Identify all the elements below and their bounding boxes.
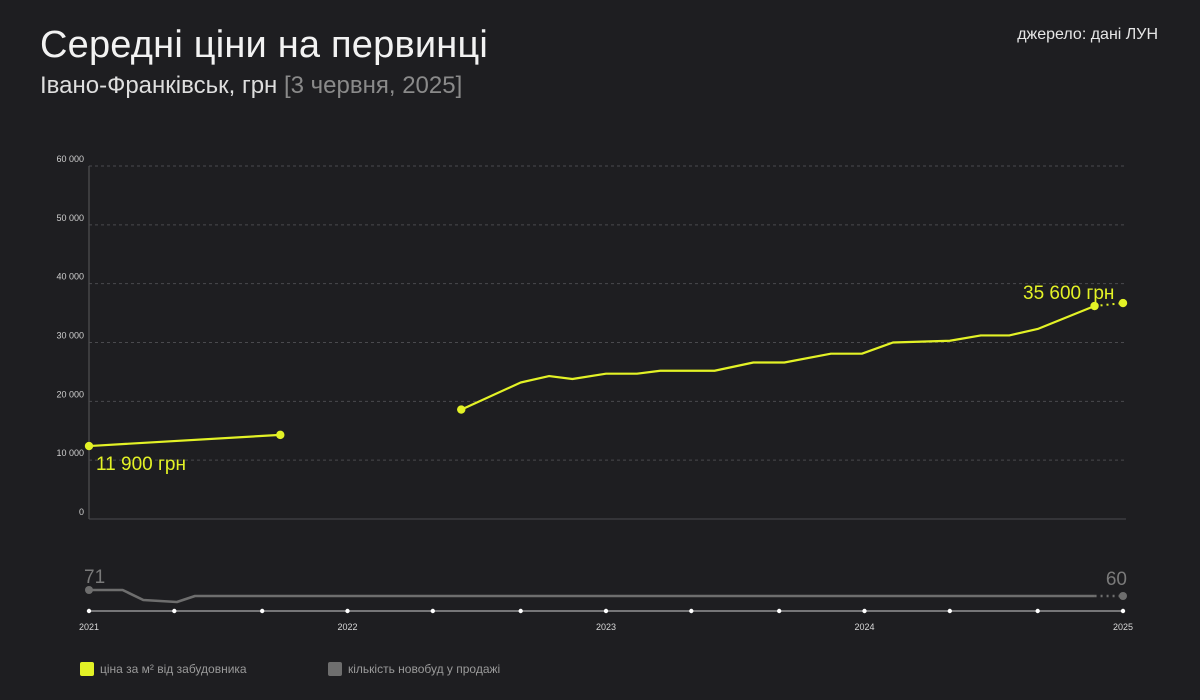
timeline-dot bbox=[172, 608, 177, 614]
x-axis-timeline: 2021 2022 2023 2024 2025 bbox=[79, 608, 1133, 632]
price-marker bbox=[1090, 301, 1099, 311]
timeline-dot bbox=[86, 608, 92, 614]
legend-count-swatch bbox=[328, 662, 342, 676]
chart-title: Середні ціни на первинці bbox=[40, 24, 489, 66]
count-line bbox=[89, 588, 1095, 604]
legend-count-label: кількість новобуд у продажі bbox=[348, 662, 501, 676]
data-source: джерело: дані ЛУН bbox=[1017, 26, 1158, 43]
price-marker bbox=[276, 430, 285, 440]
x-tick-label: 2025 bbox=[1113, 622, 1133, 632]
chart-grid bbox=[88, 165, 1126, 520]
timeline-dot bbox=[603, 608, 609, 614]
subtitle-city: Івано-Франківськ, грн bbox=[40, 72, 278, 99]
timeline-dot bbox=[1120, 608, 1126, 614]
count-marker bbox=[85, 586, 93, 594]
timeline-dot bbox=[518, 608, 523, 614]
timeline-dot bbox=[259, 608, 265, 614]
x-tick-label: 2021 bbox=[79, 622, 99, 632]
x-tick-label: 2023 bbox=[596, 622, 616, 632]
subtitle-date: [3 червня, 2025] bbox=[283, 72, 463, 99]
count-strip: 71 60 bbox=[84, 567, 1127, 604]
price-marker bbox=[1118, 298, 1128, 308]
y-tick-label: 30 000 bbox=[56, 331, 84, 341]
count-end-label: 60 bbox=[1106, 569, 1127, 590]
timeline-dot bbox=[776, 608, 782, 614]
timeline-dot bbox=[689, 608, 694, 614]
timeline-dot bbox=[862, 608, 867, 614]
legend-count: кількість новобуд у продажі bbox=[328, 662, 500, 676]
y-axis-ticks: 0 10 000 20 000 30 000 40 000 50 000 60 000 bbox=[56, 154, 84, 517]
y-tick-label: 10 000 bbox=[56, 448, 84, 458]
chart-lines bbox=[84, 298, 1128, 451]
timeline-dot bbox=[345, 608, 350, 614]
y-tick-label: 40 000 bbox=[56, 272, 84, 282]
y-tick-label: 50 000 bbox=[56, 213, 84, 223]
count-start-label: 71 bbox=[84, 567, 105, 588]
price-line-segment bbox=[460, 304, 1096, 411]
timeline-dot bbox=[430, 608, 436, 614]
chart-subtitle: Івано-Франківськ, грн [3 червня, 2025] bbox=[40, 72, 462, 100]
legend-price: ціна за м² від забудовника bbox=[80, 662, 247, 676]
legend-price-swatch bbox=[80, 662, 94, 676]
price-marker bbox=[457, 405, 466, 414]
y-tick-label: 0 bbox=[79, 507, 84, 517]
price-start-label: 11 900 грн bbox=[96, 454, 186, 475]
count-marker bbox=[1119, 592, 1127, 600]
x-tick-label: 2024 bbox=[854, 622, 874, 632]
y-tick-label: 60 000 bbox=[56, 154, 84, 164]
price-line-segment bbox=[87, 433, 282, 448]
chart-labels: 11 900 грн 35 600 грн bbox=[96, 283, 1114, 475]
timeline-dot bbox=[947, 608, 953, 614]
price-end-label: 35 600 грн bbox=[1023, 283, 1114, 304]
x-tick-label: 2022 bbox=[337, 622, 357, 632]
price-marker bbox=[84, 441, 94, 451]
y-tick-label: 20 000 bbox=[56, 389, 84, 399]
legend-price-label: ціна за м² від забудовника bbox=[100, 662, 247, 676]
timeline-dot bbox=[1035, 608, 1040, 614]
